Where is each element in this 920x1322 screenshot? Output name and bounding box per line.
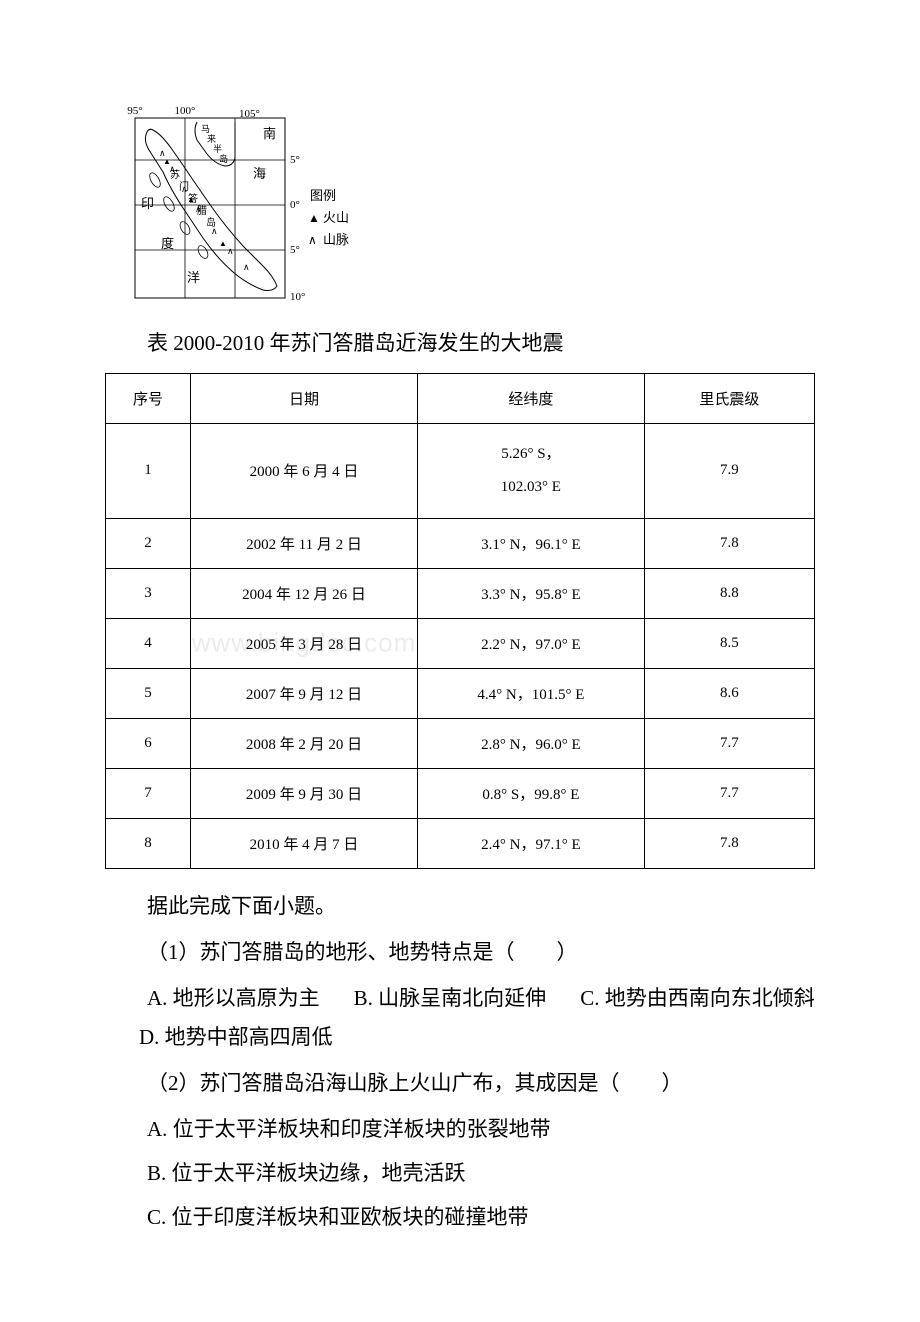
cell-date: 2000 年 6 月 4 日 xyxy=(191,423,418,518)
table-row: 52007 年 9 月 12 日4.4° N，101.5° E8.6 xyxy=(106,668,815,718)
lat-label: 10° xyxy=(290,291,305,303)
peninsula-label: 来 xyxy=(207,134,216,144)
island-label: 答 xyxy=(188,192,198,205)
cell-seq: 8 xyxy=(106,818,191,868)
cell-seq: 6 xyxy=(106,718,191,768)
cell-mag: 8.8 xyxy=(644,568,814,618)
legend-mountain-symbol: ∧ xyxy=(308,233,317,247)
table-row: 82010 年 4 月 7 日2.4° N，97.1° E7.8 xyxy=(106,818,815,868)
lat-label: 5° xyxy=(290,154,300,166)
table-row: 12000 年 6 月 4 日5.26° S，102.03° E7.9 xyxy=(106,423,815,518)
q2-option-c: C. 位于印度洋板块和亚欧板块的碰撞地带 xyxy=(105,1198,815,1238)
table-header: 日期 xyxy=(191,373,418,423)
question-1-options: A. 地形以高原为主 B. 山脉呈南北向延伸 C. 地势由西南向东北倾斜 D. 地势中… xyxy=(105,979,815,1059)
cell-seq: 3 xyxy=(106,568,191,618)
cell-coord: 3.3° N，95.8° E xyxy=(417,568,644,618)
island-label: 门 xyxy=(179,180,189,193)
table-header: 里氏震级 xyxy=(644,373,814,423)
cell-mag: 7.8 xyxy=(644,518,814,568)
cell-date: 2002 年 11 月 2 日 xyxy=(191,518,418,568)
cell-coord: 2.8° N，96.0° E xyxy=(417,718,644,768)
q1-option-c: C. 地势由西南向东北倾斜 xyxy=(580,986,815,1010)
cell-seq: 1 xyxy=(106,423,191,518)
legend-title: 图例 xyxy=(310,188,336,203)
q1-option-a: A. 地形以高原为主 xyxy=(147,986,320,1010)
sea-label: 南 xyxy=(263,126,276,141)
sumatra-map: 95° 100° 105° 5° 0° 5° 10° ∧ ∧ ∧ ∧ ∧ ∧ ∧… xyxy=(125,100,365,305)
cell-mag: 7.8 xyxy=(644,818,814,868)
cell-mag: 8.6 xyxy=(644,668,814,718)
table-caption: 表 2000-2010 年苏门答腊岛近海发生的大地震 xyxy=(105,325,815,363)
volcano-symbol: ▲ xyxy=(163,157,171,166)
cell-seq: 2 xyxy=(106,518,191,568)
q2-option-a: A. 位于太平洋板块和印度洋板块的张裂地带 xyxy=(105,1110,815,1150)
lon-label: 100° xyxy=(175,105,196,117)
table-header-row: 序号 日期 经纬度 里氏震级 xyxy=(106,373,815,423)
cell-date: 2004 年 12 月 26 日 xyxy=(191,568,418,618)
cell-date: 2009 年 9 月 30 日 xyxy=(191,768,418,818)
cell-mag: 8.5 xyxy=(644,618,814,668)
cell-date: 2008 年 2 月 20 日 xyxy=(191,718,418,768)
cell-mag: 7.7 xyxy=(644,768,814,818)
island-label: 苏 xyxy=(170,168,180,181)
cell-coord: 2.4° N，97.1° E xyxy=(417,818,644,868)
lon-label: 105° xyxy=(239,108,260,120)
legend-volcano-label: 火山 xyxy=(323,210,349,225)
q1-option-b: B. 山脉呈南北向延伸 xyxy=(354,986,547,1010)
mountain-symbol: ∧ xyxy=(243,262,250,272)
peninsula-label: 半 xyxy=(213,143,222,154)
table-header: 序号 xyxy=(106,373,191,423)
table-row: 72009 年 9 月 30 日0.8° S，99.8° E7.7 xyxy=(106,768,815,818)
table-row: 42005 年 3 月 28 日www.bingdoc.com2.2° N，97… xyxy=(106,618,815,668)
earthquake-table: 序号 日期 经纬度 里氏震级 12000 年 6 月 4 日5.26° S，10… xyxy=(105,373,815,869)
prompt-text: 据此完成下面小题。 xyxy=(105,887,815,927)
lon-label: 95° xyxy=(127,105,142,117)
ocean-label: 印 xyxy=(141,196,154,211)
lat-label: 5° xyxy=(290,244,300,256)
sea-label: 海 xyxy=(253,166,266,181)
table-row: 62008 年 2 月 20 日2.8° N，96.0° E7.7 xyxy=(106,718,815,768)
table-header: 经纬度 xyxy=(417,373,644,423)
cell-date: 2005 年 3 月 28 日www.bingdoc.com xyxy=(191,618,418,668)
cell-coord: 2.2° N，97.0° E xyxy=(417,618,644,668)
legend-volcano-symbol: ▲ xyxy=(308,211,320,225)
island-label: 岛 xyxy=(206,216,216,229)
map-figure: 95° 100° 105° 5° 0° 5° 10° ∧ ∧ ∧ ∧ ∧ ∧ ∧… xyxy=(125,100,815,305)
cell-date: 2007 年 9 月 12 日 xyxy=(191,668,418,718)
volcano-symbol: ▲ xyxy=(219,239,227,248)
watermark: www.bingdoc.com xyxy=(191,628,417,659)
cell-mag: 7.7 xyxy=(644,718,814,768)
question-2-stem: （2）苏门答腊岛沿海山脉上火山广布，其成因是（ ） xyxy=(105,1064,815,1104)
table-row: 32004 年 12 月 26 日3.3° N，95.8° E8.8 xyxy=(106,568,815,618)
peninsula-label: 马 xyxy=(201,124,210,134)
q1-option-d: D. 地势中部高四周低 xyxy=(139,1025,333,1049)
legend-mountain-label: 山脉 xyxy=(323,232,349,247)
cell-mag: 7.9 xyxy=(644,423,814,518)
cell-seq: 7 xyxy=(106,768,191,818)
ocean-label: 度 xyxy=(161,236,174,251)
table-row: 22002 年 11 月 2 日3.1° N，96.1° E7.8 xyxy=(106,518,815,568)
q2-option-b: B. 位于太平洋板块边缘，地壳活跃 xyxy=(105,1154,815,1194)
question-1-stem: （1）苏门答腊岛的地形、地势特点是（ ） xyxy=(105,933,815,973)
cell-seq: 4 xyxy=(106,618,191,668)
peninsula-label: 岛 xyxy=(219,153,228,164)
cell-seq: 5 xyxy=(106,668,191,718)
cell-coord: 3.1° N，96.1° E xyxy=(417,518,644,568)
lat-label: 0° xyxy=(290,199,300,211)
cell-coord: 0.8° S，99.8° E xyxy=(417,768,644,818)
cell-date: 2010 年 4 月 7 日 xyxy=(191,818,418,868)
cell-coord: 4.4° N，101.5° E xyxy=(417,668,644,718)
island-label: 腊 xyxy=(197,205,207,217)
ocean-label: 洋 xyxy=(187,270,200,285)
cell-coord: 5.26° S，102.03° E xyxy=(417,423,644,518)
mountain-symbol: ∧ xyxy=(227,246,234,256)
